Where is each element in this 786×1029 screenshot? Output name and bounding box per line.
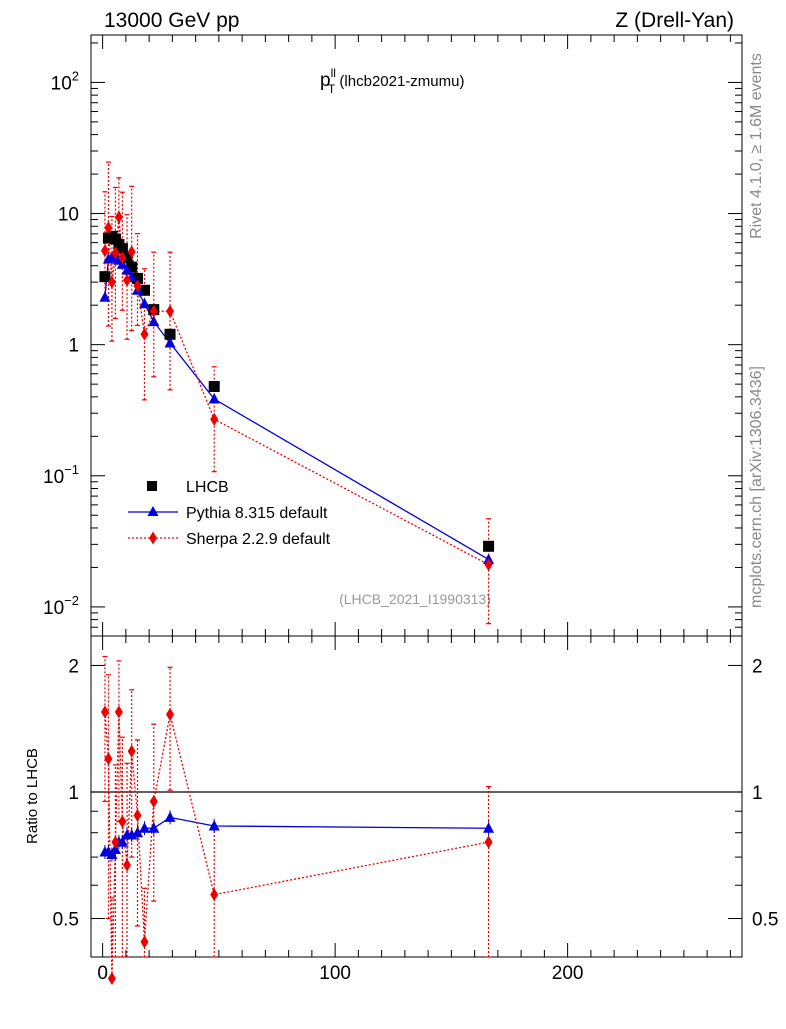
mcplots-reference-label: mcplots.cern.ch [arXiv:1306.3436] [748, 366, 765, 608]
sherpa-ratio-point [100, 705, 109, 719]
pythia-point [164, 336, 176, 348]
sherpa-point [210, 412, 219, 426]
y-tick-label: 10−2 [43, 593, 79, 619]
pythia-ratio-point [109, 843, 121, 854]
header-left: 13000 GeV pp [104, 9, 239, 32]
ratio-y-tick-label: 1 [752, 783, 763, 804]
ratio-panel-frame [90, 635, 743, 958]
sherpa-ratio-point [127, 744, 136, 758]
y-tick-label: 102 [51, 68, 79, 94]
sherpa-point [114, 210, 123, 224]
y-tick-label: 10−1 [43, 462, 79, 488]
pythia-point [208, 393, 220, 404]
pythia-ratio-point [164, 811, 176, 822]
lhcb-point [121, 252, 133, 264]
ratio-y-tick-label: 0.5 [53, 910, 79, 931]
ratio-panel: 0.5 0.5 1 1 2 2 [53, 655, 778, 986]
pythia-ratio-point [208, 820, 220, 831]
x-tick-label: 200 [552, 963, 584, 984]
pythia-ratio-point [132, 826, 143, 838]
header-right: Z (Drell-Yan) [615, 9, 734, 32]
pythia-ratio-point [148, 822, 160, 833]
sherpa-point [123, 273, 132, 287]
lhcb-point [208, 380, 220, 392]
legend-marker-lhcb [147, 481, 157, 491]
y-tick-label: 10 [58, 205, 79, 226]
sherpa-ratio-point [140, 935, 149, 949]
lhcb-point [126, 261, 138, 273]
sherpa-ratio-line [104, 711, 489, 979]
sherpa-ratio-point [107, 972, 116, 986]
sherpa-point [127, 245, 136, 259]
y-tick-label: 1 [68, 336, 79, 357]
ratio-y-tick-label: 1 [68, 783, 79, 804]
legend-label-sherpa: Sherpa 2.2.9 default [186, 531, 331, 548]
sherpa-point [484, 558, 493, 572]
sherpa-point [133, 279, 142, 293]
lhcb-point [109, 233, 121, 245]
pythia-ratio-point [483, 822, 495, 833]
pythia-point [121, 264, 133, 275]
sherpa-point [166, 304, 175, 318]
sherpa-ratio-point [149, 794, 158, 808]
sherpa-ratio-point [114, 705, 123, 719]
lhcb-point [132, 272, 143, 284]
ratio-y-tick-label: 2 [752, 656, 763, 677]
sherpa-ratio-point [104, 752, 113, 766]
rivet-version-label: Rivet 4.1.0, ≥ 1.6M events [748, 53, 765, 239]
sherpa-ratio-point [118, 815, 127, 829]
plot-title: pll T (lhcb2021-zmumu) [320, 66, 464, 96]
plot-title-rest: (lhcb2021-zmumu) [335, 73, 464, 90]
pythia-ratio-point [138, 822, 150, 833]
pythia-point [148, 315, 160, 327]
sherpa-point [118, 251, 127, 265]
legend-label-lhcb: LHCB [186, 479, 229, 496]
x-tick-label: 100 [319, 963, 351, 984]
analysis-id-label: (LHCB_2021_I1990313) [339, 591, 491, 607]
plot-title-superscript: ll [331, 66, 336, 80]
ratio-y-tick-label: 2 [68, 656, 79, 677]
sherpa-ratio-point [133, 808, 142, 822]
legend-label-pythia: Pythia 8.315 default [186, 505, 328, 522]
x-tick-label: 0 [97, 963, 108, 984]
sherpa-ratio-point [210, 888, 219, 902]
sherpa-point [140, 327, 149, 341]
pythia-ratio-line [104, 816, 489, 856]
pythia-ratio-point [116, 836, 128, 847]
legend-marker-sherpa [149, 531, 157, 545]
ratio-y-axis-label: Ratio to LHCB [24, 748, 41, 844]
sherpa-point [111, 246, 120, 260]
sherpa-point [107, 275, 116, 289]
x-axis: 0 100 200 [97, 35, 731, 984]
lhcb-point [483, 540, 495, 552]
legend: LHCB Pythia 8.315 default Sherpa 2.2.9 d… [128, 479, 331, 548]
sherpa-ratio-point [484, 835, 493, 849]
lhcb-point [99, 271, 111, 283]
sherpa-point [100, 244, 109, 258]
sherpa-point [149, 304, 158, 318]
sherpa-ratio-point [123, 858, 132, 872]
main-panel: 10−2 10−1 1 10 102 [43, 42, 742, 637]
sherpa-ratio-point [166, 707, 175, 721]
pythia-point [99, 291, 111, 302]
lhcb-point [138, 284, 150, 296]
pythia-point [138, 297, 150, 309]
lhcb-point [116, 243, 128, 255]
legend-marker-pythia [147, 506, 159, 516]
lhcb-point [164, 328, 176, 340]
sherpa-ratio-point [111, 835, 120, 849]
plot-title-subscript: T [328, 82, 336, 96]
sherpa-point [104, 221, 113, 235]
ratio-y-tick-label: 0.5 [752, 910, 778, 931]
plot-title-main: p [320, 70, 331, 91]
